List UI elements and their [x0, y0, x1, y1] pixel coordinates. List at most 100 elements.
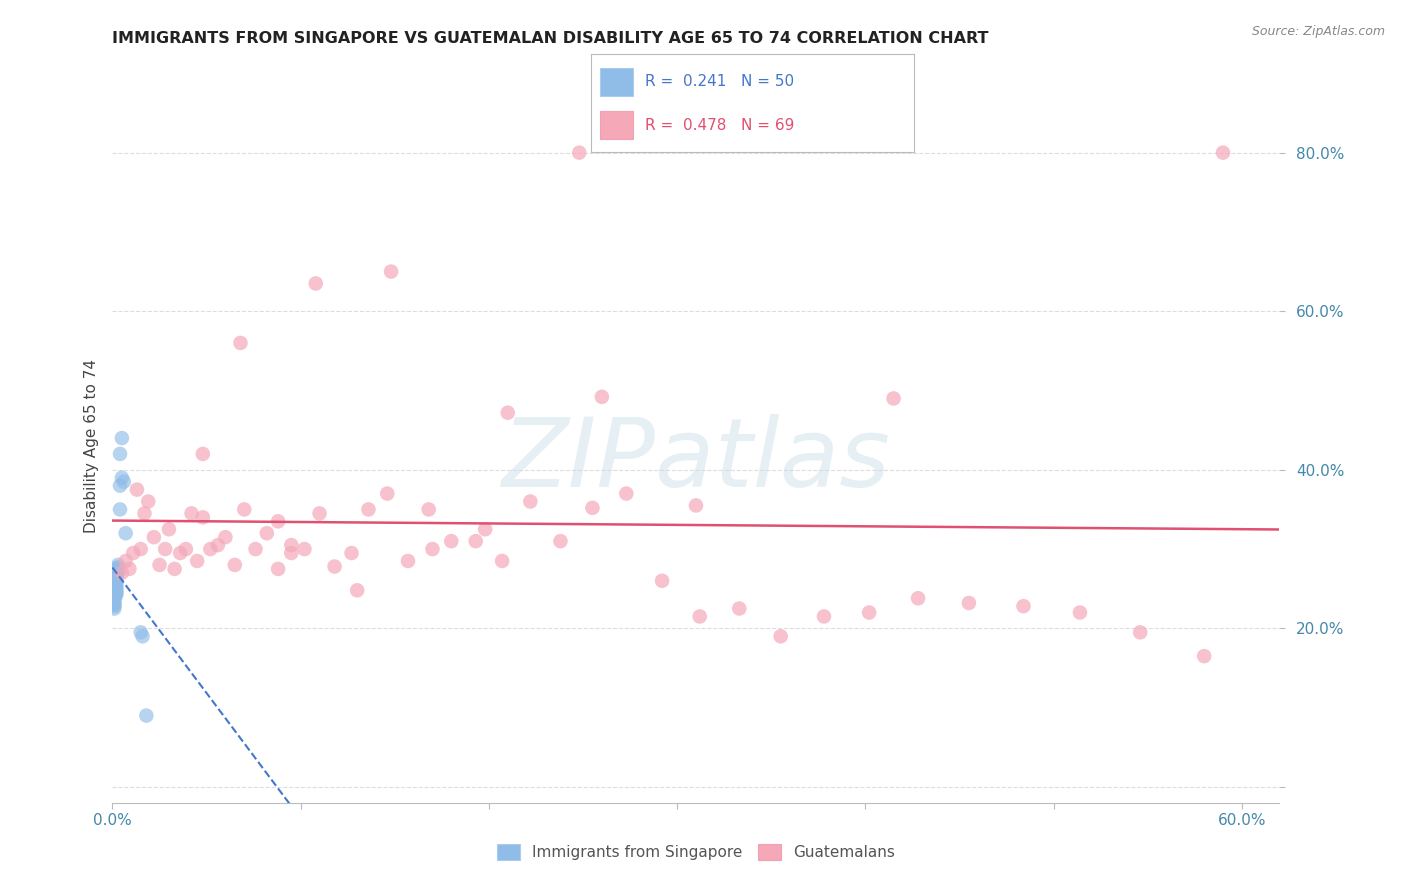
Point	[111, 471, 134, 485]
Point	[131, 629, 153, 643]
Point	[346, 583, 368, 598]
Point	[107, 560, 129, 574]
Point	[651, 574, 673, 588]
Point	[957, 596, 980, 610]
Point	[103, 599, 125, 614]
Point	[105, 566, 128, 580]
Point	[280, 546, 302, 560]
Y-axis label: Disability Age 65 to 74: Disability Age 65 to 74	[83, 359, 98, 533]
Point	[105, 588, 128, 602]
Point	[267, 514, 290, 528]
Point	[105, 585, 128, 599]
Point	[105, 571, 128, 585]
Point	[148, 558, 170, 572]
Point	[769, 629, 792, 643]
Point	[614, 486, 637, 500]
Point	[380, 264, 402, 278]
Point	[103, 566, 125, 580]
Point	[180, 507, 202, 521]
Text: IMMIGRANTS FROM SINGAPORE VS GUATEMALAN DISABILITY AGE 65 TO 74 CORRELATION CHAR: IMMIGRANTS FROM SINGAPORE VS GUATEMALAN …	[112, 31, 988, 46]
Point	[813, 609, 835, 624]
Point	[728, 601, 751, 615]
Point	[118, 562, 141, 576]
Point	[105, 574, 128, 588]
Point	[323, 559, 346, 574]
Point	[122, 546, 145, 560]
Point	[111, 566, 134, 580]
Point	[107, 558, 129, 572]
Point	[103, 585, 125, 599]
Point	[685, 499, 707, 513]
Point	[105, 562, 128, 576]
Point	[129, 542, 152, 557]
Point	[103, 577, 125, 591]
Point	[396, 554, 419, 568]
Point	[103, 571, 125, 585]
Legend: Immigrants from Singapore, Guatemalans: Immigrants from Singapore, Guatemalans	[491, 838, 901, 866]
Point	[103, 578, 125, 592]
Point	[464, 534, 486, 549]
Point	[136, 494, 159, 508]
Point	[375, 486, 398, 500]
Point	[308, 507, 330, 521]
Point	[134, 507, 156, 521]
Point	[103, 601, 125, 615]
Point	[422, 542, 444, 557]
Point	[245, 542, 267, 557]
Point	[883, 392, 905, 406]
Point	[108, 478, 131, 492]
Point	[112, 475, 135, 489]
Point	[174, 542, 197, 557]
Point	[191, 510, 214, 524]
Point	[305, 277, 328, 291]
Point	[103, 593, 125, 607]
Point	[107, 562, 129, 576]
Point	[105, 567, 128, 582]
Text: Source: ZipAtlas.com: Source: ZipAtlas.com	[1251, 25, 1385, 38]
Point	[581, 500, 603, 515]
Point	[1012, 599, 1035, 614]
Point	[229, 335, 252, 350]
Point	[105, 582, 128, 596]
Bar	[600, 69, 633, 95]
Bar	[600, 112, 633, 139]
Point	[294, 542, 316, 557]
Point	[114, 554, 136, 568]
Point	[111, 431, 134, 445]
Point	[907, 591, 929, 606]
Point	[224, 558, 246, 572]
Point	[357, 502, 380, 516]
Point	[103, 587, 125, 601]
Text: R =  0.478   N = 69: R = 0.478 N = 69	[645, 118, 794, 133]
Point	[103, 574, 125, 588]
Point	[105, 578, 128, 592]
Point	[207, 538, 229, 552]
Point	[157, 522, 180, 536]
Point	[418, 502, 440, 516]
Point	[591, 390, 613, 404]
Point	[105, 570, 128, 584]
Text: ZIPatlas: ZIPatlas	[502, 414, 890, 507]
Point	[105, 575, 128, 590]
Point	[340, 546, 363, 560]
Point	[105, 583, 128, 598]
Point	[568, 145, 591, 160]
Point	[114, 526, 136, 541]
Point	[1192, 649, 1215, 664]
Point	[107, 566, 129, 580]
Point	[214, 530, 236, 544]
Point	[135, 708, 157, 723]
Point	[105, 586, 128, 600]
Point	[267, 562, 290, 576]
Point	[163, 562, 186, 576]
Point	[1129, 625, 1152, 640]
Point	[108, 447, 131, 461]
Point	[1069, 606, 1091, 620]
Point	[103, 580, 125, 594]
Point	[858, 606, 880, 620]
Point	[107, 564, 129, 578]
Point	[103, 590, 125, 604]
Point	[440, 534, 463, 549]
Point	[103, 598, 125, 612]
Point	[191, 447, 214, 461]
